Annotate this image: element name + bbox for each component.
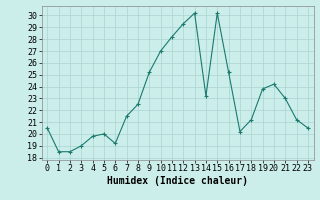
X-axis label: Humidex (Indice chaleur): Humidex (Indice chaleur) <box>107 176 248 186</box>
